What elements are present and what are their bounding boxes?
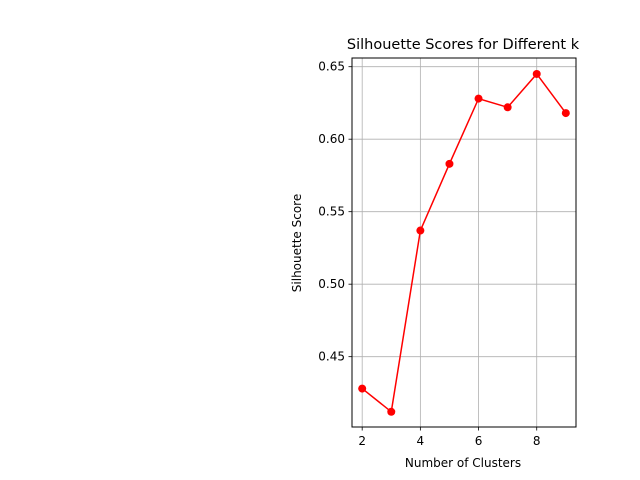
data-point xyxy=(474,94,483,103)
series-line-layer xyxy=(361,72,567,414)
y-tick-label: 0.60 xyxy=(318,132,345,146)
data-point xyxy=(445,159,454,168)
x-tick-label: 8 xyxy=(533,434,541,448)
y-axis-label: Silhouette Score xyxy=(290,194,304,292)
data-point xyxy=(387,407,396,416)
chart-title: Silhouette Scores for Different k xyxy=(347,37,580,53)
x-tick-label: 6 xyxy=(475,434,483,448)
y-tick-label: 0.50 xyxy=(318,277,345,291)
x-axis-label: Number of Clusters xyxy=(405,456,521,470)
data-point xyxy=(532,69,541,78)
data-point xyxy=(358,384,367,393)
series-markers xyxy=(358,69,570,416)
plot-frame xyxy=(351,57,577,428)
y-tick-label: 0.55 xyxy=(318,205,345,219)
data-point xyxy=(416,226,425,235)
grid-lines xyxy=(352,58,576,427)
data-point xyxy=(561,109,570,118)
y-axis-ticks: 0.45 0.50 0.55 0.60 0.65 xyxy=(318,60,352,364)
data-point xyxy=(503,103,512,112)
y-tick-label: 0.45 xyxy=(318,350,345,364)
x-tick-label: 2 xyxy=(358,434,366,448)
x-axis-ticks: 2 4 6 8 xyxy=(358,427,541,448)
y-tick-label: 0.65 xyxy=(318,60,345,74)
series-line xyxy=(361,72,567,414)
x-tick-label: 4 xyxy=(417,434,425,448)
